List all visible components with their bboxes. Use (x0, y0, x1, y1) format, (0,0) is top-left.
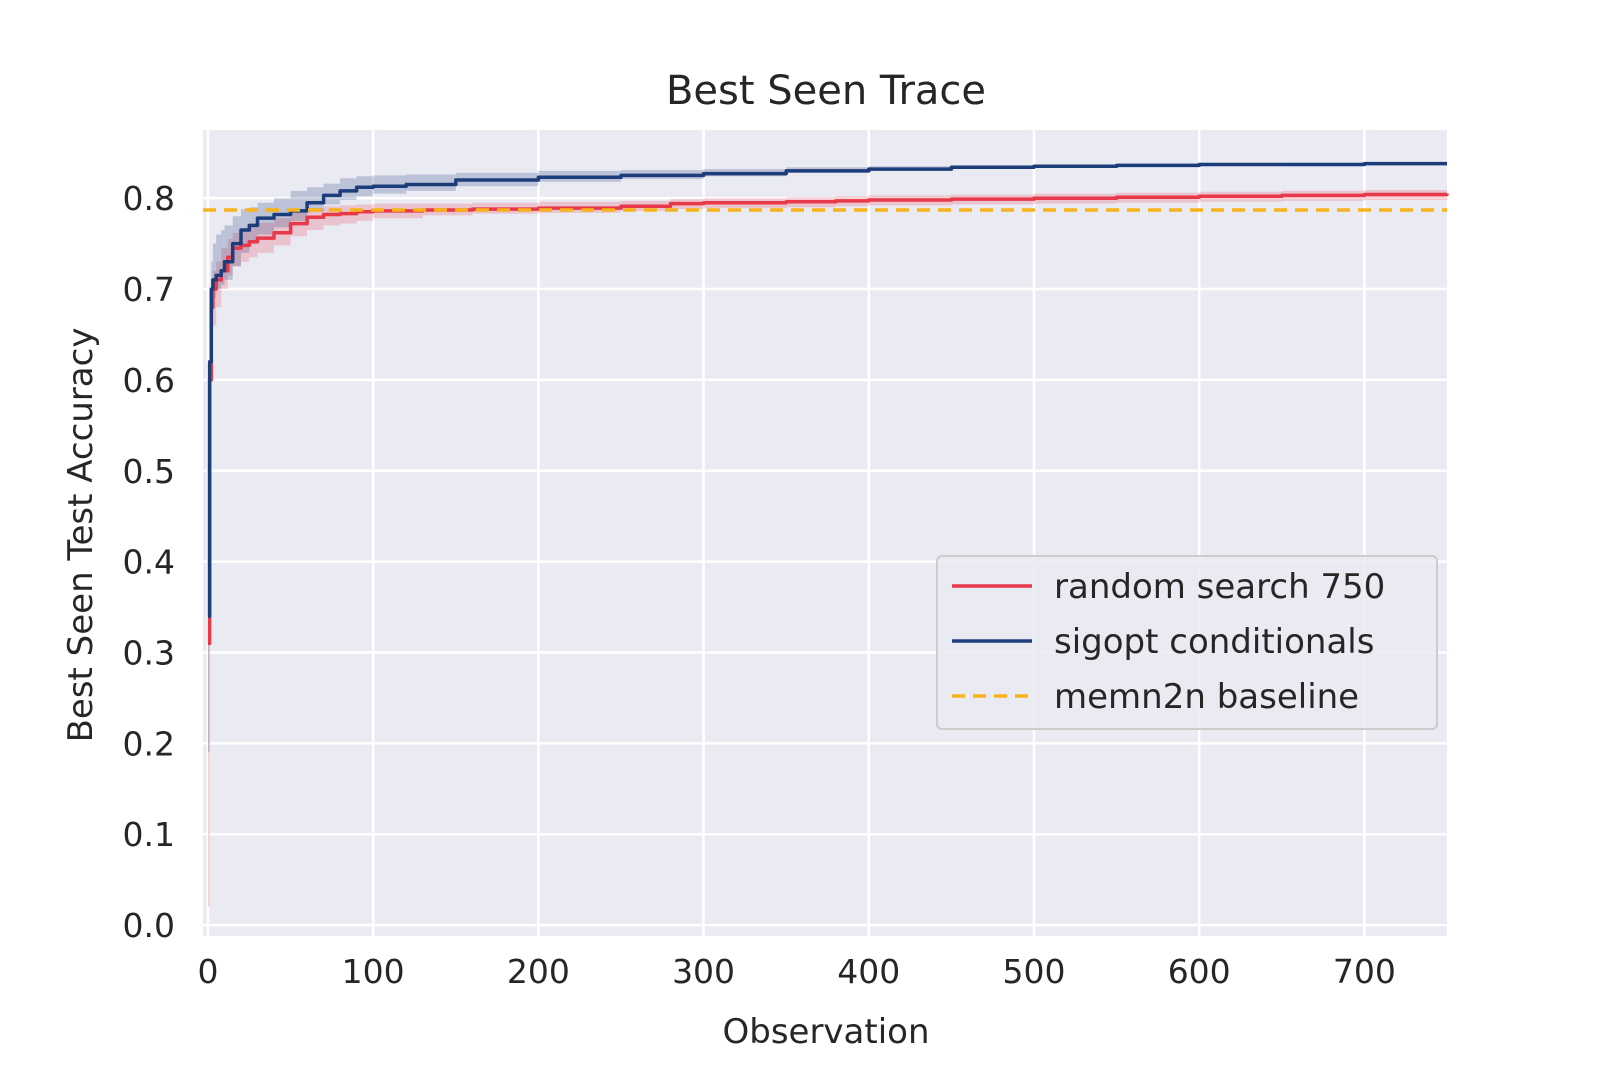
plot-background (203, 130, 1447, 936)
chart-title: Best Seen Trace (666, 68, 986, 114)
legend-label: memn2n baseline (1054, 677, 1359, 717)
x-tick-labels: 0 100 200 300 400 500 600 700 (197, 952, 1395, 991)
x-tick-label: 700 (1333, 952, 1396, 991)
x-tick-label: 300 (672, 952, 735, 991)
x-tick-label: 400 (837, 952, 900, 991)
x-axis-label: Observation (722, 1012, 929, 1052)
y-tick-label: 0.4 (123, 543, 175, 582)
series-lines (203, 161, 1449, 646)
y-tick-label: 0.2 (123, 724, 175, 763)
y-tick-label: 0.7 (123, 270, 175, 309)
series-line-0 (207, 192, 1449, 646)
legend-label: random search 750 (1054, 567, 1385, 607)
y-tick-label: 0.6 (123, 361, 175, 400)
y-tick-label: 0.1 (123, 815, 175, 854)
legend: random search 750 sigopt conditionals memn… (936, 555, 1438, 730)
y-tick-label: 0.8 (123, 179, 175, 218)
y-axis-label: Best Seen Test Accuracy (61, 328, 101, 743)
x-tick-label: 100 (342, 952, 405, 991)
legend-label: sigopt conditionals (1054, 622, 1374, 662)
y-tick-label: 0.0 (123, 906, 175, 945)
x-tick-label: 600 (1168, 952, 1231, 991)
legend-box (936, 555, 1438, 730)
series-line-1 (207, 161, 1447, 618)
x-tick-label: 500 (1002, 952, 1065, 991)
y-tick-label: 0.3 (123, 633, 175, 672)
x-tick-label: 200 (507, 952, 570, 991)
x-tick-label: 0 (197, 952, 218, 991)
y-tick-labels: 0.0 0.1 0.2 0.3 0.4 0.5 0.6 0.7 0.8 (123, 179, 175, 945)
y-tick-label: 0.5 (123, 452, 175, 491)
